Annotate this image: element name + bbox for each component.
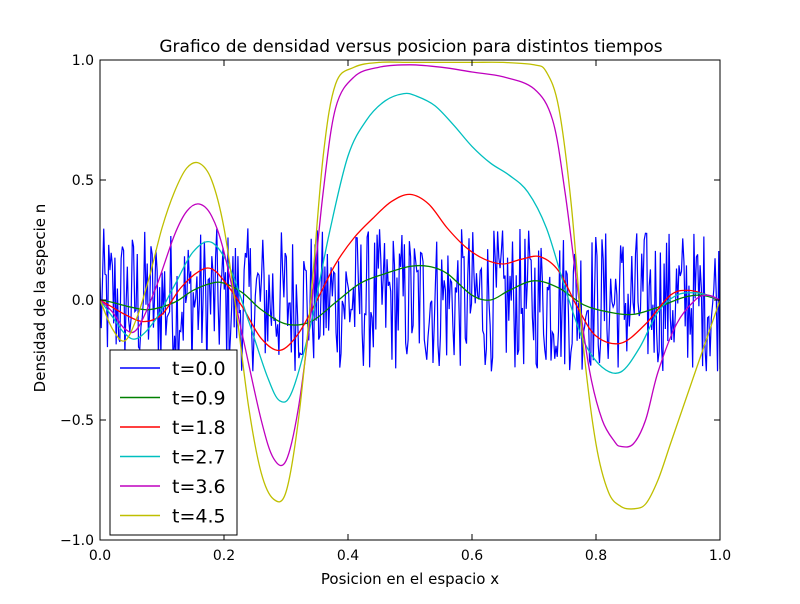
y-tick-label: −0.5: [60, 413, 94, 429]
legend-label: t=3.6: [172, 476, 226, 498]
y-tick-label: 1.0: [72, 53, 94, 69]
x-tick-label: 0.2: [213, 548, 235, 564]
legend-label: t=2.7: [172, 447, 226, 469]
y-tick-label: 0.5: [72, 173, 94, 189]
x-axis-label: Posicion en el espacio x: [321, 570, 499, 588]
x-tick-label: 0.0: [89, 548, 111, 564]
series-group: [100, 61, 720, 510]
legend-label: t=1.8: [172, 417, 226, 439]
series-line-t4.5: [100, 61, 720, 510]
series-line-t2.7: [100, 92, 720, 403]
series-line-t0.9: [100, 264, 720, 326]
legend-box: [109, 349, 238, 536]
x-tick-label: 0.4: [337, 548, 359, 564]
series-line-t0.0: [100, 228, 720, 372]
legend-label: t=4.5: [172, 506, 226, 528]
chart-title: Grafico de densidad versus posicion para…: [159, 37, 662, 57]
series-line-t1.8: [100, 193, 720, 352]
y-axis-label: Densidad de la especie n: [31, 204, 49, 393]
y-tick-label: −1.0: [60, 533, 94, 549]
legend-label: t=0.0: [172, 358, 226, 380]
y-tick-label: 0.0: [72, 293, 94, 309]
legend-label: t=0.9: [172, 388, 226, 410]
x-tick-label: 0.8: [585, 548, 607, 564]
x-tick-label: 1.0: [709, 548, 731, 564]
series-line-t3.6: [100, 64, 720, 467]
x-tick-label: 0.6: [461, 548, 483, 564]
